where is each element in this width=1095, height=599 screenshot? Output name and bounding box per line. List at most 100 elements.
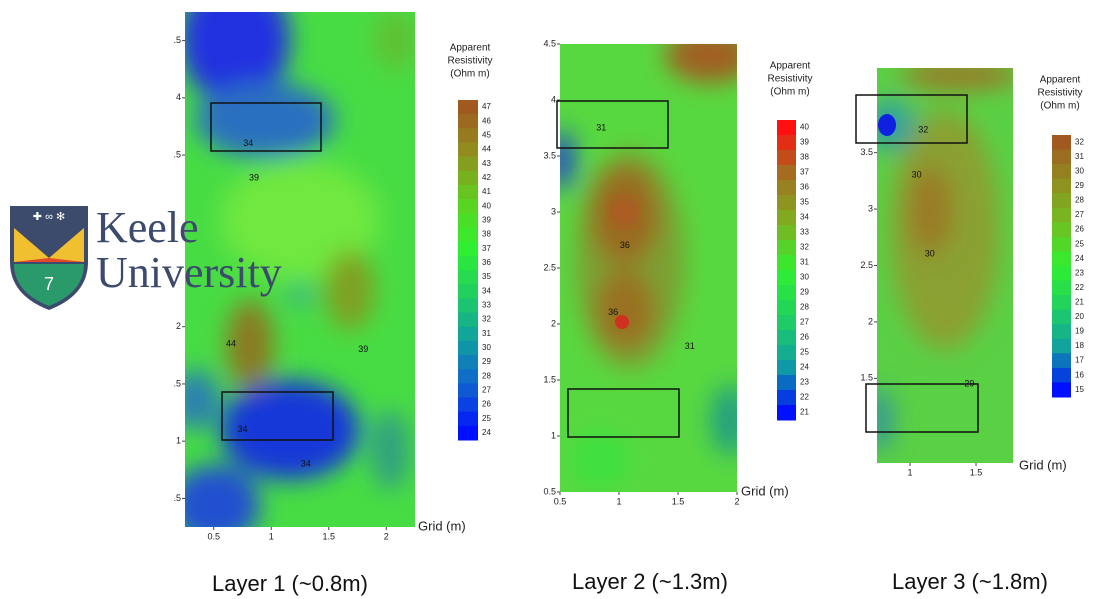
colorbar-swatch: [1052, 309, 1071, 325]
colorbar-label: 39: [800, 138, 809, 147]
colorbar-swatch: [458, 355, 478, 370]
y-tick-label: .5: [173, 493, 181, 503]
colorbar-swatch: [777, 390, 796, 406]
colorbar-label: 46: [482, 116, 491, 125]
panel-title: Layer 3 (~1.8m): [892, 569, 1048, 594]
colorbar-swatch: [458, 199, 478, 214]
panel-title: Layer 2 (~1.3m): [572, 569, 728, 594]
colorbar-label: 32: [482, 315, 491, 324]
colorbar-swatch: [777, 255, 796, 271]
colorbar-swatch: [458, 326, 478, 342]
y-tick-label: 4: [551, 94, 556, 104]
colorbar-label: 37: [482, 244, 491, 253]
y-tick-label: .5: [173, 378, 181, 388]
y-tick-label: 1: [176, 436, 181, 446]
contour-label: 44: [226, 338, 236, 348]
colorbar-label: 29: [800, 288, 809, 297]
colorbar-swatch: [777, 225, 796, 241]
colorbar-swatch: [458, 340, 478, 356]
colorbar-label: 33: [482, 301, 491, 310]
y-tick-label: 1.5: [860, 373, 873, 383]
contour-label: 31: [685, 341, 695, 351]
colorbar-label: 28: [1075, 196, 1084, 205]
colorbar-swatch: [1052, 324, 1071, 340]
colorbar-label: 29: [1075, 181, 1084, 190]
survey-boxes: [210, 94, 979, 441]
colorbar-swatch: [777, 405, 796, 421]
contour-field: [877, 68, 1013, 463]
colorbar-swatch: [1052, 338, 1071, 354]
colorbar-swatch: [458, 241, 478, 257]
colorbar-label: 26: [1075, 225, 1084, 234]
colorbar-label: 27: [482, 386, 491, 395]
colorbar-label: 30: [800, 273, 809, 282]
colorbar-label: 38: [800, 153, 809, 162]
colorbar-swatch: [458, 312, 478, 328]
colorbar-label: 33: [800, 228, 809, 237]
colorbar-label: 29: [482, 357, 491, 366]
colorbar-title: Resistivity: [447, 56, 492, 67]
colorbar-label: 47: [482, 102, 491, 111]
colorbar-label: 19: [1075, 327, 1084, 336]
colorbar-swatch: [458, 156, 478, 172]
panel-title: Layer 1 (~0.8m): [212, 571, 368, 596]
y-tick-label: 2.5: [860, 260, 873, 270]
colorbar-label: 17: [1075, 356, 1084, 365]
colorbar-label: 18: [1075, 341, 1084, 350]
x-tick-label: 2: [384, 531, 389, 541]
colorbar-swatch: [1052, 149, 1071, 165]
colorbar-swatch: [458, 128, 478, 143]
colorbar-swatch: [777, 330, 796, 346]
logo-text: Keele: [96, 203, 199, 252]
colorbar-title: Apparent: [450, 43, 491, 54]
colorbar-label: 28: [482, 371, 491, 380]
contour-label: 36: [620, 240, 630, 250]
colorbar-label: 20: [1075, 312, 1084, 321]
x-tick-label: 1.5: [322, 531, 335, 541]
colorbar-swatch: [1052, 382, 1071, 398]
colorbar-label: 31: [482, 329, 491, 338]
colorbar-swatch: [777, 360, 796, 376]
colorbar-label: 22: [800, 393, 809, 402]
y-tick-label: 1.5: [543, 374, 556, 384]
colorbar-swatch: [458, 255, 478, 271]
colorbar-label: 42: [482, 173, 491, 182]
colorbar-title: (Ohm m): [770, 87, 809, 98]
y-tick-label: 3.5: [543, 150, 556, 160]
x-tick-label: 1: [269, 531, 274, 541]
contour-label: 32: [918, 124, 928, 134]
x-axis-label: Grid (m): [418, 518, 466, 533]
colorbar-swatch: [1052, 367, 1071, 383]
colorbar-swatch: [1052, 193, 1071, 209]
y-tick-label: 3: [868, 203, 873, 213]
colorbar-label: 39: [482, 216, 491, 225]
x-axis-label: Grid (m): [741, 483, 789, 498]
colorbar-title: Resistivity: [1037, 88, 1082, 99]
colorbar-swatch: [458, 142, 478, 158]
colorbar-swatch: [458, 425, 478, 441]
colorbar-swatch: [777, 315, 796, 331]
colorbar-title: Resistivity: [767, 74, 812, 85]
colorbar-label: 21: [800, 408, 809, 417]
colorbar-swatch: [1052, 178, 1071, 194]
colorbar-swatch: [458, 411, 478, 427]
y-tick-label: 4.5: [543, 38, 556, 48]
contour-label: 34: [243, 138, 253, 148]
colorbar-label: 41: [482, 187, 491, 196]
colorbar-label: 21: [1075, 297, 1084, 306]
colorbar-title: Apparent: [770, 61, 811, 72]
contour-field: [185, 12, 415, 527]
contour-field: [560, 44, 737, 492]
contour-label: 34: [237, 424, 247, 434]
contour-label: 34: [301, 458, 311, 468]
colorbar-swatch: [777, 285, 796, 301]
colorbar-label: 34: [800, 213, 809, 222]
y-tick-label: 3.5: [860, 147, 873, 157]
contour-label: 39: [358, 344, 368, 354]
colorbar-swatch: [458, 213, 478, 228]
contour-label: 30: [912, 170, 922, 180]
y-tick-label: 4: [176, 92, 181, 102]
colorbar-label: 32: [1075, 137, 1084, 146]
y-tick-label: 0.5: [543, 486, 556, 496]
colorbar-label: 28: [800, 303, 809, 312]
